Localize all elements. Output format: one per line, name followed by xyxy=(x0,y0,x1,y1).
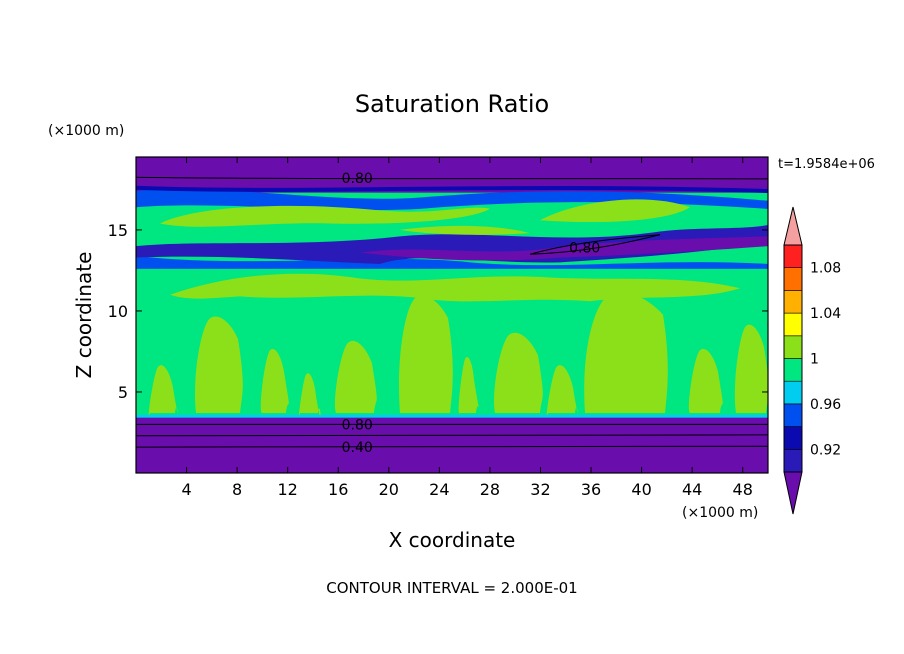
contour-label: 0.80 xyxy=(342,417,373,433)
boundary-layer-band xyxy=(136,416,768,473)
y-unit-label: (×1000 m) xyxy=(48,123,124,139)
x-tick-label: 48 xyxy=(733,480,753,499)
convective-plume xyxy=(734,324,768,414)
convective-plume xyxy=(546,365,578,416)
convective-plume xyxy=(298,373,321,419)
boundary-layer-edge xyxy=(136,414,768,418)
x-tick-label: 32 xyxy=(530,480,550,499)
convective-plume xyxy=(688,348,723,414)
contour-label: 0.80 xyxy=(569,241,600,257)
contour-label: 0.40 xyxy=(342,440,373,456)
colorbar-segment xyxy=(783,380,803,405)
convective-plume xyxy=(260,348,289,414)
plot-frame xyxy=(135,156,769,474)
y-tick-label: 5 xyxy=(118,383,128,402)
convective-plume xyxy=(334,340,377,414)
x-axis-ticks: 4 8 12 16 20 24 28 32 36 40 44 48 xyxy=(181,157,753,499)
colorbar-segment xyxy=(783,448,803,473)
convective-plume xyxy=(194,316,243,414)
colorbar-tick-label: 1 xyxy=(810,352,819,368)
colorbar-tick-label: 0.92 xyxy=(810,442,841,458)
convective-plume xyxy=(148,365,178,416)
timestamp-label: t=1.9584e+06 xyxy=(778,157,875,172)
colorbar-segment xyxy=(783,312,803,337)
contour-label: 0.80 xyxy=(342,171,373,187)
x-axis-title: X coordinate xyxy=(389,528,516,552)
colorbar-segment xyxy=(783,426,803,450)
colorbar-segment xyxy=(783,403,803,427)
x-unit-label: (×1000 m) xyxy=(682,505,758,521)
x-tick-label: 16 xyxy=(328,480,348,499)
cirrus-moist-patch xyxy=(400,225,530,235)
contour-line xyxy=(136,176,768,180)
contour-labels: 0.80 0.80 0.80 0.40 xyxy=(342,171,601,456)
upper-moist-region xyxy=(170,273,740,302)
convective-plume xyxy=(493,332,543,414)
colorbar-over-triangle xyxy=(783,206,803,246)
contour-line xyxy=(136,434,768,437)
cirrus-top-fringe xyxy=(136,189,768,210)
cirrus-top-edge xyxy=(136,185,768,194)
x-tick-label: 8 xyxy=(232,480,242,499)
colorbar-tick-label: 0.96 xyxy=(810,397,841,413)
colorbar: 0.92 0.96 1 1.04 1.08 xyxy=(783,206,841,515)
x-tick-label: 28 xyxy=(480,480,500,499)
x-tick-label: 20 xyxy=(379,480,399,499)
contour-line xyxy=(529,234,661,255)
colorbar-segment xyxy=(783,335,803,359)
cirrus-moist-patch xyxy=(160,205,490,227)
cirrus-moist-patch xyxy=(540,199,690,223)
convective-plume xyxy=(458,357,479,414)
x-tick-label: 4 xyxy=(181,480,191,499)
colorbar-under-triangle xyxy=(783,471,803,515)
colorbar-segment xyxy=(783,358,803,382)
dry-intrusion-core xyxy=(360,236,768,261)
y-axis-ticks: 5 10 15 xyxy=(108,221,768,402)
colorbar-segment xyxy=(783,244,803,269)
x-tick-label: 24 xyxy=(429,480,449,499)
x-tick-label: 36 xyxy=(581,480,601,499)
plot-field xyxy=(136,157,768,473)
contour-interval-text: CONTOUR INTERVAL = 2.000E-01 xyxy=(326,579,577,597)
colorbar-segment xyxy=(783,267,803,291)
y-axis-title: Z coordinate xyxy=(72,252,96,379)
contour-line xyxy=(136,445,768,448)
colorbar-tick-label: 1.04 xyxy=(810,306,841,322)
colorbar-frame xyxy=(783,244,803,473)
convective-plume xyxy=(584,292,668,414)
convective-plume xyxy=(399,295,453,414)
x-tick-label: 12 xyxy=(278,480,298,499)
chart-title: Saturation Ratio xyxy=(355,90,549,118)
upper-layer-band xyxy=(136,157,768,188)
x-tick-label: 44 xyxy=(682,480,702,499)
colorbar-tick-label: 1.08 xyxy=(810,261,841,277)
y-tick-label: 10 xyxy=(108,302,128,321)
colorbar-segment xyxy=(783,290,803,314)
x-tick-label: 40 xyxy=(631,480,651,499)
y-tick-label: 15 xyxy=(108,221,128,240)
